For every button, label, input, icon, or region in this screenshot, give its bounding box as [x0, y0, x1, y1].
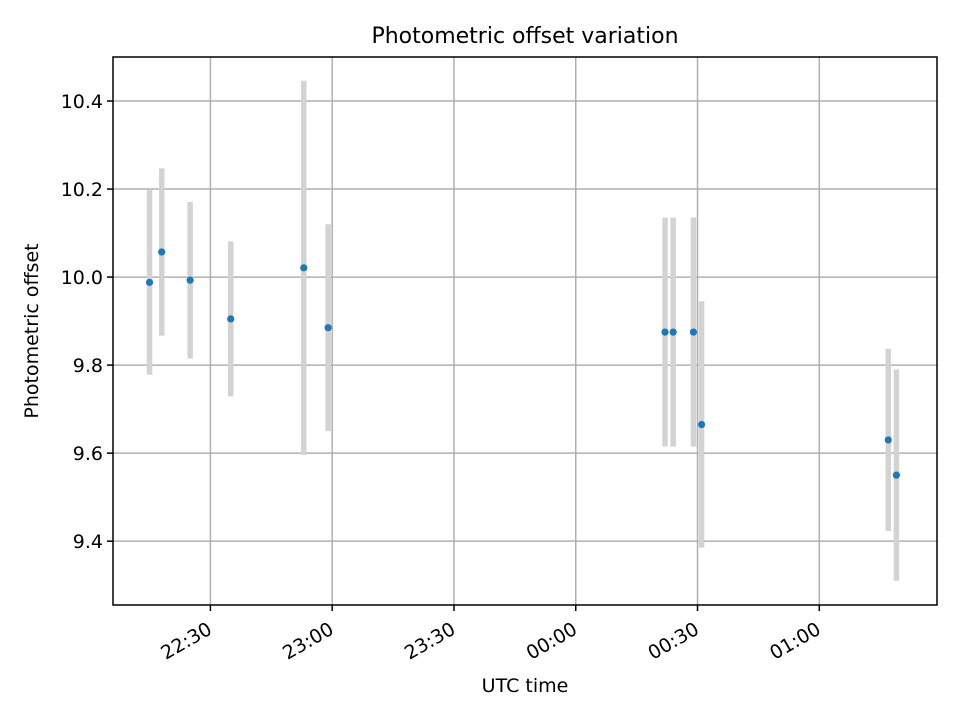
chart-title: Photometric offset variation [371, 24, 678, 49]
data-point [697, 420, 706, 429]
y-tick-label: 9.6 [73, 443, 103, 465]
y-tick-label: 10.0 [61, 267, 103, 289]
data-point [145, 278, 154, 286]
x-tick-label: 23:00 [279, 618, 337, 664]
x-axis-label: UTC time [482, 675, 569, 697]
data-points [145, 248, 901, 479]
data-point [186, 276, 194, 284]
x-axis-ticks: 22:30 23:00 23:30 00:00 00:30 01:00 [157, 605, 825, 664]
data-point [669, 328, 677, 336]
x-tick-label: 22:30 [157, 618, 215, 664]
y-axis-label: Photometric offset [21, 243, 43, 418]
error-bars [146, 80, 900, 581]
data-point [158, 248, 166, 256]
grid-lines [113, 57, 937, 605]
y-tick-label: 9.4 [73, 531, 103, 553]
data-point [227, 315, 235, 323]
y-axis-ticks: 9.4 9.6 9.8 10.0 10.2 10.4 [61, 91, 113, 553]
x-tick-label: 00:00 [523, 618, 581, 664]
x-tick-label: 00:30 [644, 618, 702, 664]
x-tick-label: 23:30 [401, 618, 459, 664]
y-tick-label: 10.4 [61, 91, 103, 113]
data-point [892, 471, 901, 479]
data-point [661, 328, 669, 336]
y-tick-label: 9.8 [73, 355, 103, 377]
data-point [689, 328, 698, 336]
data-point [884, 436, 892, 444]
data-point [324, 324, 332, 332]
plot-frame [112, 56, 938, 606]
y-tick-label: 10.2 [61, 179, 103, 201]
x-tick-label: 01:00 [766, 618, 824, 664]
data-point [300, 264, 308, 272]
